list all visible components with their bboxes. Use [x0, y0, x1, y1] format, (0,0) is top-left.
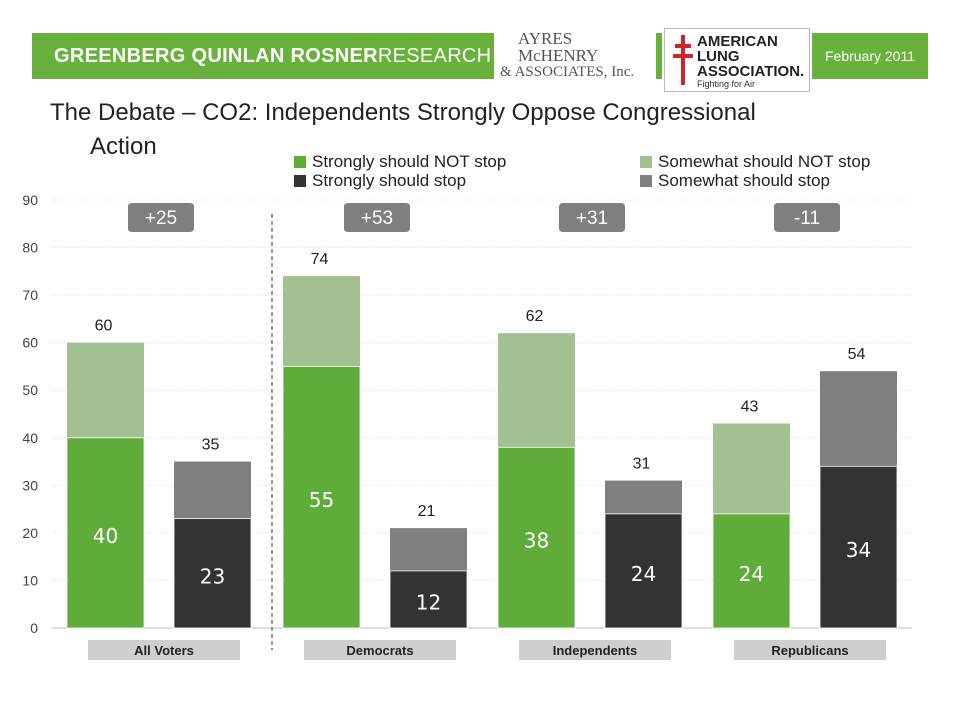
ayres-line-2: McHENRY [518, 46, 599, 65]
bar-somewhat-segment [67, 342, 144, 438]
bar-total-value-label: 31 [633, 456, 651, 473]
bar-strong-segment [819, 465, 898, 629]
lorraine-cross-icon [673, 35, 693, 85]
bar-somewhat-segment [820, 371, 897, 467]
group-label-box [88, 640, 240, 660]
ayres-line-3: & ASSOCIATES, Inc. [500, 64, 635, 80]
group-label: All Voters [134, 643, 194, 658]
bar-strong-segment [282, 366, 361, 629]
y-tick-label: 10 [22, 572, 38, 588]
legend-item-somewhat-stop: Somewhat should stop [640, 171, 830, 191]
net-difference-label: +25 [145, 208, 177, 229]
legend-item-somewhat-not-stop: Somewhat should NOT stop [640, 152, 870, 172]
lung-line-3: ASSOCIATION. [697, 63, 805, 80]
bar-somewhat-segment [498, 333, 575, 448]
bar-somewhat-segment [390, 528, 467, 571]
legend-label: Somewhat should NOT stop [658, 152, 871, 171]
group-label: Republicans [771, 643, 848, 658]
y-tick-label: 90 [22, 192, 38, 208]
y-tick-label: 60 [22, 335, 38, 351]
bar-somewhat-segment [605, 480, 682, 514]
legend-swatch [640, 156, 652, 168]
lung-name: AMERICAN LUNG ASSOCIATION. [697, 34, 804, 79]
y-tick-label: 80 [22, 240, 38, 256]
bar-total-value-label: 60 [95, 318, 113, 335]
bar-strong-segment [712, 513, 791, 629]
legend-item-strongly-not-stop: Strongly should NOT stop [294, 152, 506, 172]
bar-strong-value-label: 55 [309, 488, 334, 512]
bar-total-value-label: 62 [526, 308, 544, 325]
bar-total-value-label: 35 [202, 437, 220, 454]
bar-somewhat-segment [174, 461, 251, 519]
bar-strong-segment [497, 446, 576, 629]
legend-label: Somewhat should stop [658, 171, 830, 190]
net-difference-badge [559, 203, 625, 232]
title-line-2: Action [90, 133, 157, 160]
title-line-1: The Debate – CO2: Independents Strongly … [50, 99, 756, 126]
page-title: The Debate – CO2: Independents Strongly … [50, 96, 910, 164]
lung-association-logo: AMERICAN LUNG ASSOCIATION. Fighting for … [664, 28, 810, 92]
y-tick-label: 70 [22, 287, 38, 303]
net-difference-label: +31 [576, 208, 608, 229]
date-badge: February 2011 [812, 33, 928, 79]
bar-total-value-label: 74 [311, 251, 329, 268]
net-difference-badge [344, 203, 410, 232]
bar-strong-value-label: 38 [524, 529, 549, 553]
bar-strong-segment [173, 518, 252, 629]
gqr-research: RESEARCH [377, 44, 492, 67]
legend-swatch [294, 156, 306, 168]
bar-total-value-label: 43 [741, 399, 759, 416]
ayres-line-1: AYRES [518, 29, 573, 48]
y-tick-label: 50 [22, 382, 38, 398]
legend-label: Strongly should stop [312, 171, 467, 190]
bar-strong-value-label: 40 [93, 524, 118, 548]
ayres-mchenry-logo: AYRES McHENRY & ASSOCIATES, Inc. [500, 30, 650, 86]
bar-strong-value-label: 12 [416, 590, 441, 614]
bar-strong-value-label: 24 [739, 562, 764, 586]
bar-strong-value-label: 34 [846, 538, 871, 562]
y-tick-label: 40 [22, 430, 38, 446]
net-difference-badge [128, 203, 194, 232]
group-label: Democrats [346, 643, 413, 658]
group-label: Independents [553, 643, 638, 658]
y-tick-label: 0 [30, 620, 38, 636]
bar-strong-value-label: 24 [631, 562, 656, 586]
legend-swatch [640, 175, 652, 187]
legend-item-strongly-stop: Strongly should stop [294, 171, 466, 191]
lung-line-1: AMERICAN [697, 33, 778, 50]
bar-strong-segment [389, 570, 468, 629]
net-difference-label: +53 [361, 208, 393, 229]
group-label-box [519, 640, 671, 660]
lung-line-2: LUNG [697, 48, 740, 65]
bar-strong-segment [604, 513, 683, 629]
group-label-box [734, 640, 886, 660]
bar-strong-value-label: 23 [200, 564, 225, 588]
bar-somewhat-segment [713, 423, 790, 514]
lung-accent-bar [656, 33, 662, 79]
y-tick-label: 20 [22, 525, 38, 541]
bar-total-value-label: 54 [848, 346, 866, 363]
group-label-box [304, 640, 456, 660]
net-difference-label: -11 [794, 208, 820, 229]
legend-swatch [294, 175, 306, 187]
gqr-banner: GREENBERG QUINLAN ROSNER RESEARCH [32, 33, 494, 79]
net-difference-badge [774, 203, 840, 232]
gqr-name: GREENBERG QUINLAN ROSNER [54, 44, 378, 67]
bar-somewhat-segment [283, 276, 360, 367]
bar-strong-segment [66, 437, 145, 629]
lung-tagline: Fighting for Air [697, 79, 756, 89]
bar-total-value-label: 21 [418, 503, 436, 520]
legend-label: Strongly should NOT stop [312, 152, 507, 171]
y-tick-label: 30 [22, 477, 38, 493]
